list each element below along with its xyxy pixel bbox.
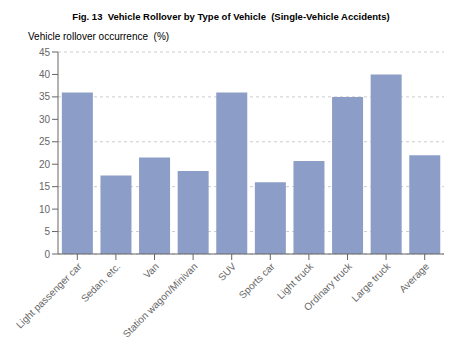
svg-text:5: 5	[44, 226, 50, 237]
svg-text:40: 40	[39, 69, 51, 80]
html-text:Vehicle rollover occurrence (%: Vehicle rollover occurrence (%)	[28, 31, 170, 42]
svg-text:Station wagon/Minivan: Station wagon/Minivan	[121, 261, 200, 340]
svg-text:25: 25	[39, 136, 51, 147]
html-text:Fig. 13 Vehicle Rollover by Ty: Fig. 13 Vehicle Rollover by Type of Vehi…	[72, 11, 390, 22]
svg-text:Van: Van	[141, 261, 161, 281]
svg-text:10: 10	[39, 204, 51, 215]
svg-text:Light truck: Light truck	[275, 260, 316, 301]
svg-text:20: 20	[39, 159, 51, 170]
svg-text:Sports car: Sports car	[237, 260, 277, 300]
svg-text:Large truck: Large truck	[349, 260, 393, 304]
svg-text:Light passenger car: Light passenger car	[14, 260, 84, 330]
svg-text:15: 15	[39, 181, 51, 192]
svg-text:30: 30	[39, 114, 51, 125]
svg-text:Sedan, etc.: Sedan, etc.	[79, 261, 123, 305]
svg-text:35: 35	[39, 91, 51, 102]
svg-text:0: 0	[44, 249, 50, 260]
svg-text:Average: Average	[397, 260, 431, 294]
svg-text:45: 45	[39, 47, 51, 58]
svg-text:Ordinary truck: Ordinary truck	[302, 260, 355, 313]
svg-text:SUV: SUV	[216, 260, 239, 283]
